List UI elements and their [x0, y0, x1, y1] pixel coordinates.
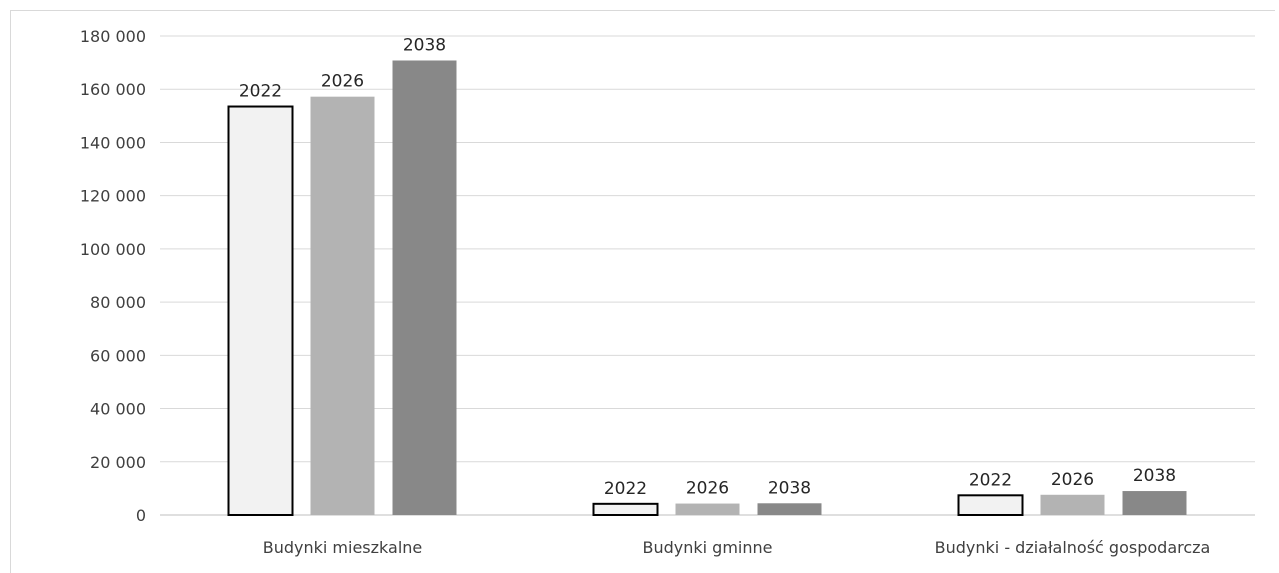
chart-frame [10, 10, 1275, 573]
category-label: Budynki mieszkalne [263, 538, 423, 557]
y-tick-label: 120 000 [80, 187, 146, 206]
data-label: 2038 [768, 478, 811, 498]
category-label: Budynki gminne [643, 538, 773, 557]
y-tick-label: 20 000 [90, 453, 146, 472]
y-tick-label: 100 000 [80, 240, 146, 259]
y-tick-label: 0 [136, 506, 146, 525]
y-tick-label: 80 000 [90, 293, 146, 312]
bar-2026-2 [1040, 494, 1105, 515]
bar-2022-1 [592, 502, 659, 516]
data-label: 2026 [321, 72, 364, 92]
data-label: 2026 [1051, 470, 1094, 490]
y-tick-label: 140 000 [80, 133, 146, 152]
data-label: 2038 [403, 35, 446, 55]
category-label: Budynki - działalność gospodarcza [935, 538, 1211, 557]
data-label: 2022 [969, 470, 1012, 490]
data-label: 2022 [604, 479, 647, 499]
y-tick-label: 180 000 [80, 27, 146, 46]
bar-2038-2 [1122, 491, 1187, 515]
bar-2038-1 [757, 503, 822, 515]
bar-2022-2 [957, 494, 1024, 516]
y-tick-label: 40 000 [90, 400, 146, 419]
bar-2038-0 [392, 60, 457, 515]
data-label: 2038 [1133, 466, 1176, 486]
data-label: 2022 [239, 82, 282, 102]
bar-2022-0 [227, 105, 294, 517]
y-tick-label: 60 000 [90, 346, 146, 365]
bar-2026-1 [675, 503, 740, 515]
data-label: 2026 [686, 479, 729, 499]
y-tick-label: 160 000 [80, 80, 146, 99]
bar-2026-0 [310, 96, 375, 515]
